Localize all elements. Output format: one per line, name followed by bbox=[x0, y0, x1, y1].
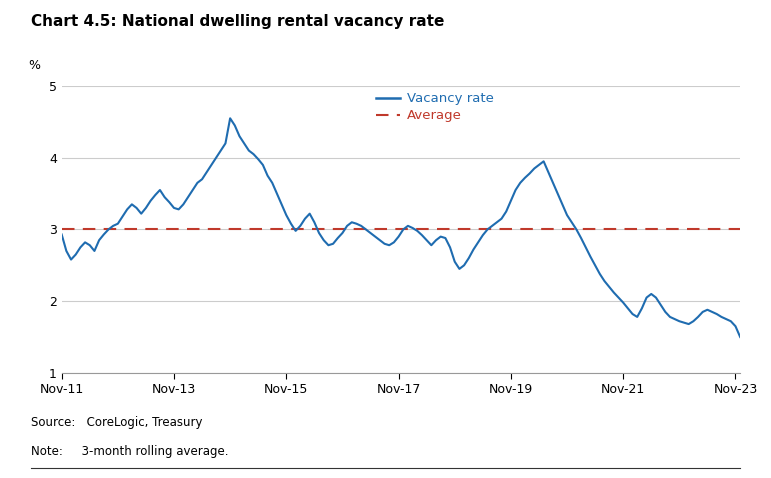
Legend: Vacancy rate, Average: Vacancy rate, Average bbox=[371, 87, 499, 128]
Text: Note:     3-month rolling average.: Note: 3-month rolling average. bbox=[31, 445, 228, 457]
Text: Source:   CoreLogic, Treasury: Source: CoreLogic, Treasury bbox=[31, 416, 202, 429]
Text: Chart 4.5: National dwelling rental vacancy rate: Chart 4.5: National dwelling rental vaca… bbox=[31, 14, 444, 29]
Y-axis label: %: % bbox=[29, 59, 41, 72]
